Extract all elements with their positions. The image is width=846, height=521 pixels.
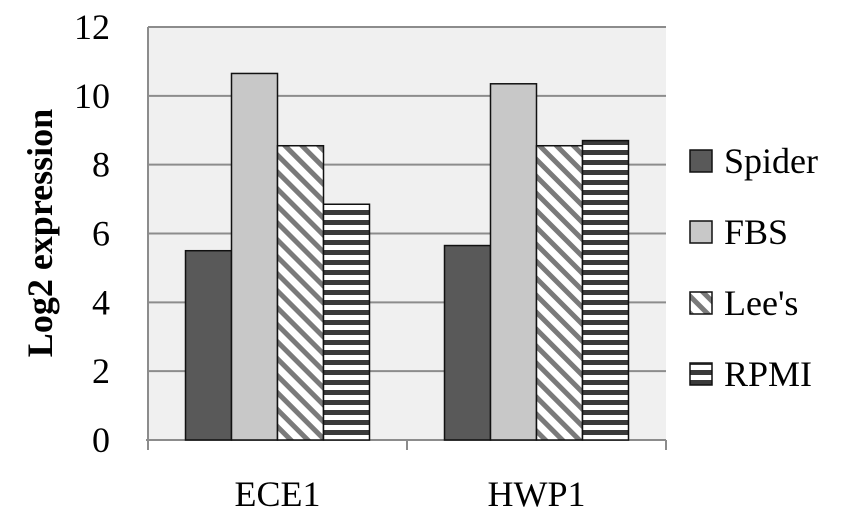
legend-swatch-lees xyxy=(689,291,713,315)
legend-label: FBS xyxy=(724,212,788,252)
y-tick-label: 0 xyxy=(92,420,110,460)
bar-rpmi-hwp1 xyxy=(581,139,630,441)
y-tick-label: 12 xyxy=(74,7,110,47)
legend-label: Spider xyxy=(724,141,818,181)
y-axis-label: Log2 expression xyxy=(20,109,60,357)
x-tick-label: ECE1 xyxy=(235,474,321,514)
y-tick-label: 8 xyxy=(92,145,110,185)
legend-swatch-spider xyxy=(689,149,713,173)
bar-spider-hwp1 xyxy=(443,244,492,441)
bar-lees-ece1 xyxy=(276,144,325,441)
legend-label: RPMI xyxy=(724,354,812,394)
y-tick-label: 6 xyxy=(92,214,110,254)
legend-label: Lee's xyxy=(724,283,798,323)
legend-swatch-fbs xyxy=(689,220,713,244)
plot-area: 0 2 4 6 8 10 12 ECE1 HWP1 xyxy=(74,7,667,514)
bar-rpmi-ece1 xyxy=(322,203,371,441)
y-tick-label: 4 xyxy=(92,282,110,322)
bar-fbs-ece1 xyxy=(230,72,279,441)
legend: Spider FBS Lee's RPMI xyxy=(689,141,818,394)
bar-fbs-hwp1 xyxy=(489,83,538,441)
y-tick-label: 2 xyxy=(92,351,110,391)
bar-spider-ece1 xyxy=(184,249,233,441)
legend-swatch-rpmi xyxy=(689,362,713,386)
y-tick-label: 10 xyxy=(74,76,110,116)
x-tick-label: HWP1 xyxy=(488,474,586,514)
bar-lees-hwp1 xyxy=(535,144,584,441)
